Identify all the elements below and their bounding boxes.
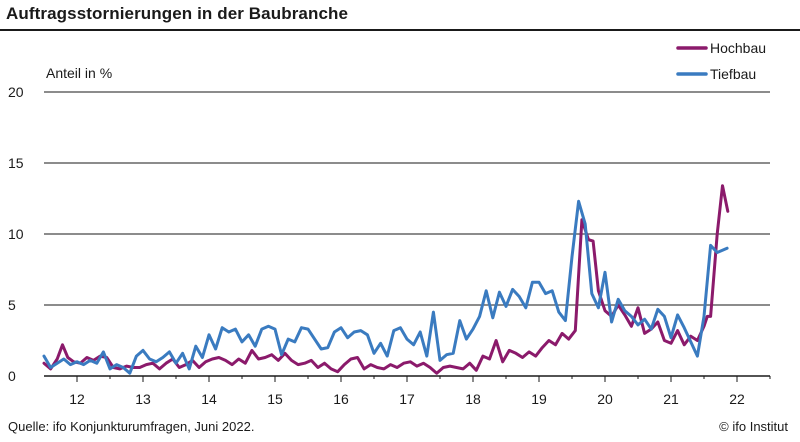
x-tick-label: 18 bbox=[465, 391, 481, 407]
series-lines bbox=[42, 184, 730, 375]
copyright-note: © ifo Institut bbox=[719, 419, 788, 434]
x-tick-label: 20 bbox=[597, 391, 613, 407]
x-tick-label: 14 bbox=[201, 391, 217, 407]
y-tick-label: 15 bbox=[8, 155, 24, 171]
x-tick-label: 13 bbox=[135, 391, 151, 407]
x-tick-label: 22 bbox=[729, 391, 745, 407]
y-tick-label: 5 bbox=[8, 297, 16, 313]
legend-label-tiefbau: Tiefbau bbox=[710, 66, 756, 82]
legend-label-hochbau: Hochbau bbox=[710, 40, 766, 56]
y-tick-label: 10 bbox=[8, 226, 24, 242]
source-note: Quelle: ifo Konjunkturumfragen, Juni 202… bbox=[8, 419, 255, 434]
y-axis-label: Anteil in % bbox=[46, 65, 112, 81]
x-tick-label: 16 bbox=[333, 391, 349, 407]
y-tick-label: 0 bbox=[8, 368, 16, 384]
legend: Hochbau Tiefbau bbox=[676, 40, 766, 82]
y-tick-labels: 0 5 10 15 20 bbox=[8, 84, 24, 384]
x-axis: 12 13 14 15 16 17 18 19 20 21 22 bbox=[44, 375, 771, 407]
y-tick-label: 20 bbox=[8, 84, 24, 100]
x-tick-label: 12 bbox=[69, 391, 85, 407]
title-divider bbox=[0, 29, 800, 31]
x-tick-label: 17 bbox=[399, 391, 415, 407]
grid-lines bbox=[44, 91, 770, 306]
x-tick-label: 15 bbox=[267, 391, 283, 407]
x-tick-label: 19 bbox=[531, 391, 547, 407]
series-line-hochbau bbox=[42, 184, 730, 375]
x-tick-label: 21 bbox=[663, 391, 679, 407]
chart-title: Auftragsstornierungen in der Baubranche bbox=[6, 4, 349, 23]
series-line-tiefbau bbox=[42, 199, 729, 375]
